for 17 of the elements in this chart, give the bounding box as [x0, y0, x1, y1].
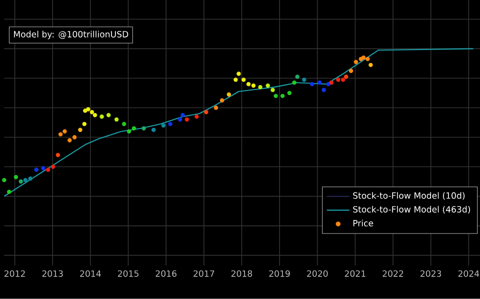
x-tick-label: 2016 — [156, 270, 176, 277]
x-tick-label: 2023 — [420, 270, 442, 277]
x-tick-label: 2017 — [194, 270, 214, 277]
x-tick-label: 2012 — [4, 270, 25, 277]
legend-label: Stock-to-Flow Model (463d) — [353, 206, 470, 214]
text: Model by: @100trillionUSD — [14, 30, 128, 40]
x-tick-label: 2024 — [458, 270, 480, 277]
x-tick-label: 2021 — [344, 270, 366, 277]
x-tick-label: 2015 — [118, 270, 138, 277]
legend-label: Stock-to-Flow Model (10d) — [353, 192, 465, 200]
x-tick-label: 2020 — [307, 270, 328, 277]
legend-label: Price — [353, 220, 374, 227]
x-tick-label: 2014 — [80, 270, 101, 277]
x-tick-label: 2022 — [382, 270, 404, 277]
x-tick-label: 2018 — [231, 270, 252, 277]
x-tick-label: 2013 — [42, 270, 63, 277]
x-tick-label: 2019 — [269, 270, 290, 277]
